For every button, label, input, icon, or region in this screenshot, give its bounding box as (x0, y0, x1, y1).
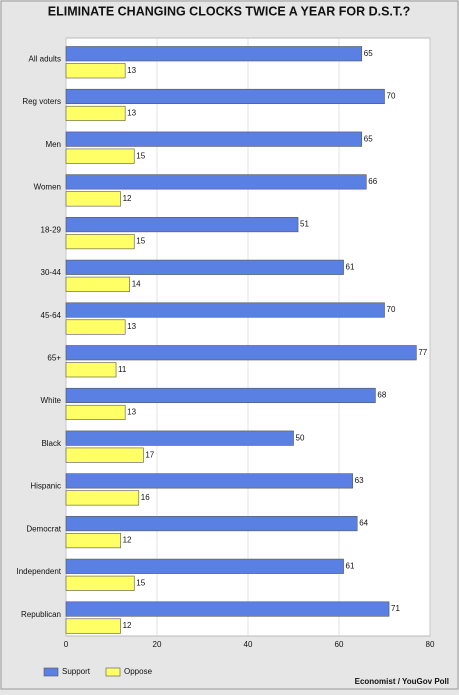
value-label: 63 (355, 476, 364, 485)
bar (65, 234, 135, 250)
value-label: 65 (364, 134, 373, 143)
value-label: 17 (145, 450, 154, 459)
value-label: 66 (368, 177, 377, 186)
y-tick-label: Men (45, 140, 61, 149)
value-label: 50 (296, 433, 305, 442)
bar (65, 404, 126, 421)
bar (65, 105, 126, 122)
value-label: 61 (346, 262, 355, 271)
value-label: 16 (141, 493, 150, 502)
value-label: 64 (359, 519, 368, 528)
value-label: 14 (132, 279, 141, 288)
bar (65, 345, 417, 361)
bar (65, 259, 344, 275)
y-tick-label: 30-44 (41, 268, 62, 277)
value-label: 51 (300, 220, 309, 229)
value-label: 15 (136, 237, 145, 246)
value-label: 71 (391, 604, 400, 613)
bar (65, 276, 131, 292)
y-tick-label: Black (41, 439, 62, 448)
bar (65, 447, 144, 463)
y-tick-label: 65+ (47, 353, 61, 362)
value-label: 12 (123, 621, 132, 630)
bar (65, 319, 126, 335)
bar (65, 191, 121, 207)
y-tick-label: Reg voters (22, 97, 61, 106)
value-label: 70 (387, 305, 396, 314)
x-tick-label: 40 (244, 640, 253, 649)
legend-label: Oppose (124, 667, 153, 676)
y-tick-label: Hispanic (30, 482, 61, 491)
value-label: 12 (123, 194, 132, 203)
chart-title: ELIMINATE CHANGING CLOCKS TWICE A YEAR F… (48, 4, 411, 18)
bar (65, 618, 121, 634)
bar (65, 46, 363, 62)
y-tick-label: 18-29 (41, 225, 62, 234)
value-label: 15 (136, 578, 145, 587)
bar (65, 174, 367, 190)
value-label: 68 (377, 391, 386, 400)
bar (65, 131, 363, 147)
y-tick-label: Democrat (26, 524, 61, 533)
legend-swatch (43, 667, 59, 677)
bar (65, 217, 299, 233)
x-tick-label: 80 (426, 640, 435, 649)
bar (65, 601, 390, 617)
value-label: 11 (118, 365, 127, 374)
x-tick-label: 20 (153, 640, 162, 649)
bar (65, 362, 117, 378)
source: Economist / YouGov Poll (355, 677, 449, 686)
y-tick-label: White (41, 396, 62, 405)
x-tick-label: 60 (335, 640, 344, 649)
x-tick-label: 0 (64, 640, 69, 649)
y-tick-label: Women (34, 183, 61, 192)
bar (65, 516, 358, 532)
value-label: 65 (364, 49, 373, 58)
bar (65, 88, 385, 105)
bar (65, 490, 140, 506)
bar (65, 302, 385, 318)
y-tick-label: 45-64 (41, 311, 62, 320)
value-label: 77 (418, 348, 427, 357)
value-label: 13 (127, 408, 136, 417)
value-label: 13 (127, 322, 136, 331)
legend-label: Support (62, 667, 91, 676)
value-label: 12 (123, 536, 132, 545)
value-label: 70 (387, 92, 396, 101)
y-tick-label: Independent (17, 567, 62, 576)
bar (65, 63, 126, 79)
y-tick-label: All adults (29, 54, 61, 63)
bar (65, 558, 344, 574)
bar (65, 430, 294, 446)
value-label: 13 (127, 109, 136, 118)
value-label: 13 (127, 66, 136, 75)
bar (65, 387, 376, 404)
bar (65, 473, 353, 489)
legend-swatch (105, 667, 121, 677)
bar (65, 148, 135, 164)
bar (65, 533, 121, 549)
y-tick-label: Republican (21, 610, 61, 619)
value-label: 15 (136, 151, 145, 160)
bar (65, 575, 135, 591)
value-label: 61 (346, 561, 355, 570)
